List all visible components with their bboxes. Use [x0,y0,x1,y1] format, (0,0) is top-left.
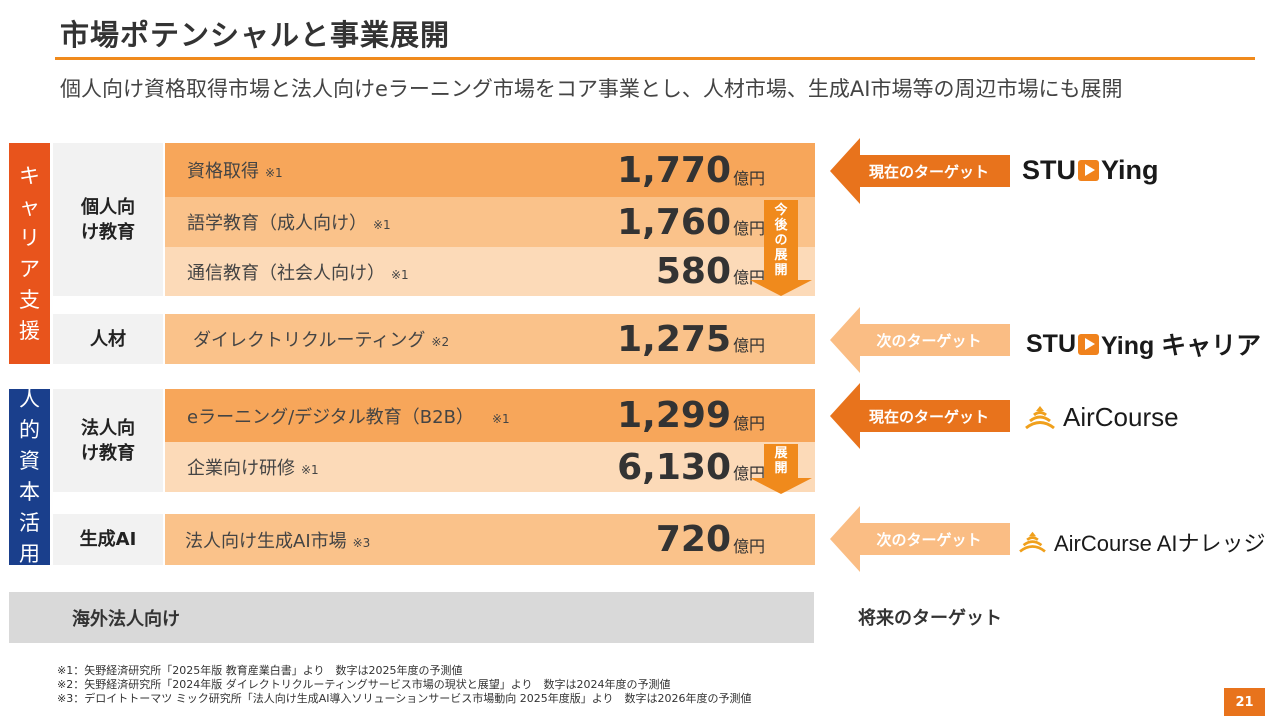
market-label: 語学教育（成人向け） ※1 [187,213,391,234]
market-label: 通信教育（社会人向け） ※1 [187,262,409,284]
footnotes: ※1：矢野経済研究所「2025年版 教育産業白書」より 数字は2025年度の予測… [57,664,752,706]
market-unit: 億円 [733,336,766,355]
category-individual-label: 個人向け教育 [81,196,135,243]
title-divider [55,57,1255,60]
market-unit: 億円 [733,169,766,188]
market-label: 法人向け生成AI市場 ※3 [185,530,371,552]
market-unit: 億円 [733,537,766,556]
market-value: 6,130 [617,446,731,488]
down-arrow-icon: 今後の展開 [750,200,812,296]
next-target-label: 次のターゲット [876,530,982,549]
footnote: ※1：矢野経済研究所「2025年版 教育産業白書」より 数字は2025年度の予測… [57,664,463,677]
next-target-label: 次のターゲット [876,331,982,350]
overseas-row: 海外法人向け [9,592,814,643]
market-label: eラーニング/デジタル教育（B2B） ※1 [187,406,510,428]
category-individual: 個人向け教育 [53,143,163,296]
overseas-label: 海外法人向け [72,608,180,630]
studying-career-logo: STU Ying キャリア [1026,329,1262,361]
market-value: 1,770 [617,149,731,191]
category-hr-label: 人材 [90,328,126,350]
section-human-capital: 人的資本活用 [9,387,50,566]
aircourse-icon [1019,531,1046,553]
future-target-label: 将来のターゲット [858,608,1002,629]
aircourse-ai-logo: AirCourse AIナレッジ [1019,526,1266,558]
section-career: キャリア支援 [9,143,50,364]
market-label: 企業向け研修 ※1 [187,458,319,479]
left-arrow-icon: 現在のターゲット [830,138,1010,204]
expansion-label: 展開 [764,444,798,478]
market-value: 1,275 [617,318,731,360]
category-genai-label: 生成AI [79,529,137,550]
market-value: 1,299 [617,395,731,436]
market-row-corporate-training: 企業向け研修 ※1 6,130 億円 [165,442,815,492]
market-row-genai: 法人向け生成AI市場 ※3 720 億円 [165,514,815,565]
down-arrow-icon: 展開 [750,444,812,494]
studying-logo: STU Ying [1022,155,1159,185]
current-target-label: 現在のターゲット [868,407,989,426]
category-hr: 人材 [53,314,163,364]
market-value: 1,760 [617,201,731,243]
aircourse-logo: AirCourse [1025,402,1179,433]
aircourse-icon [1025,405,1055,429]
market-unit: 億円 [733,414,766,433]
page-title: 市場ポテンシャルと事業展開 [60,18,451,52]
play-icon [1078,333,1099,355]
left-arrow-icon: 次のターゲット [830,307,1010,373]
page-number: 21 [1224,688,1265,716]
footnote: ※3：デロイトトーマツ ミック研究所「法人向け生成AI導入ソリューションサービス… [57,692,752,705]
category-genai: 生成AI [53,514,163,565]
future-expansion-label: 今後の展開 [764,200,798,280]
market-value: 720 [655,519,731,560]
market-value: 580 [655,251,731,292]
category-corporate: 法人向け教育 [53,389,163,492]
market-row-qualification: 資格取得 ※1 1,770 億円 [165,143,815,197]
current-target-label: 現在のターゲット [868,162,989,181]
play-icon [1078,160,1099,181]
market-label: ダイレクトリクルーティング ※2 [193,330,450,351]
market-row-elearning: eラーニング/デジタル教育（B2B） ※1 1,299 億円 [165,389,815,442]
market-row-correspondence: 通信教育（社会人向け） ※1 580 億円 [165,247,815,296]
page-subtitle: 個人向け資格取得市場と法人向けeラーニング市場をコア事業とし、人材市場、生成AI… [60,77,1123,101]
left-arrow-icon: 次のターゲット [830,506,1010,572]
category-corporate-label: 法人向け教育 [81,417,135,464]
market-unit: 億円 [733,219,766,238]
market-row-language: 語学教育（成人向け） ※1 1,760 億円 [165,197,815,247]
market-label: 資格取得 ※1 [187,161,283,182]
market-row-direct-recruiting: ダイレクトリクルーティング ※2 1,275 億円 [165,314,815,364]
footnote: ※2：矢野経済研究所「2024年版 ダイレクトリクルーティングサービス市場の現状… [57,678,671,691]
left-arrow-icon: 現在のターゲット [830,383,1010,449]
